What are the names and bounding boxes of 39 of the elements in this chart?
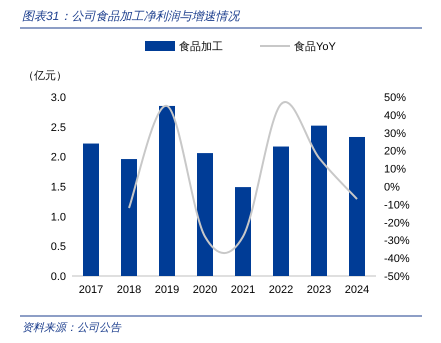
chart-title: 图表31：公司食品加工净利润与增速情况 [22, 9, 240, 23]
y2-tick-label: -40% [384, 253, 410, 266]
y-tick-label: 0.0 [50, 271, 66, 283]
bar [121, 159, 137, 276]
y2-tick-label: 50% [384, 92, 406, 104]
bar [83, 144, 99, 276]
y2-tick-label: -50% [384, 271, 410, 283]
bar [349, 136, 365, 276]
bar [159, 106, 175, 276]
y-tick-label: 3.0 [50, 92, 66, 104]
y2-tick-label: -20% [384, 217, 410, 230]
y-tick-label: 1.0 [50, 211, 66, 224]
y2-tick-label: 20% [384, 146, 406, 158]
legend-label: 食品加工 [179, 40, 223, 53]
x-tick-label: 2021 [230, 284, 256, 296]
x-tick-label: 2022 [268, 284, 294, 296]
y-tick-label: 2.0 [50, 152, 66, 164]
y2-tick-label: 0% [384, 182, 400, 194]
y-axis-title: （亿元） [23, 70, 67, 82]
x-tick-label: 2024 [344, 284, 370, 296]
bar [273, 146, 289, 276]
legend-label: 食品YoY [294, 41, 336, 53]
y-tick-label: 2.5 [50, 122, 66, 134]
x-tick-label: 2018 [116, 284, 142, 296]
text: 资料来源：公司公告 [22, 321, 122, 334]
bar [311, 126, 327, 276]
y2-tick-label: 40% [384, 110, 406, 122]
x-tick-label: 2023 [306, 284, 332, 296]
y2-tick-label: -10% [384, 199, 410, 212]
y-tick-label: 1.5 [50, 182, 66, 194]
y-tick-label: 0.5 [50, 241, 66, 254]
bar [235, 187, 251, 276]
x-tick-label: 2019 [154, 284, 180, 296]
y2-tick-label: 30% [384, 128, 406, 140]
x-tick-label: 2020 [192, 284, 218, 296]
x-tick-label: 2017 [78, 284, 104, 296]
y2-tick-label: 10% [384, 164, 406, 176]
bar [197, 153, 213, 276]
y2-tick-label: -30% [384, 235, 410, 248]
